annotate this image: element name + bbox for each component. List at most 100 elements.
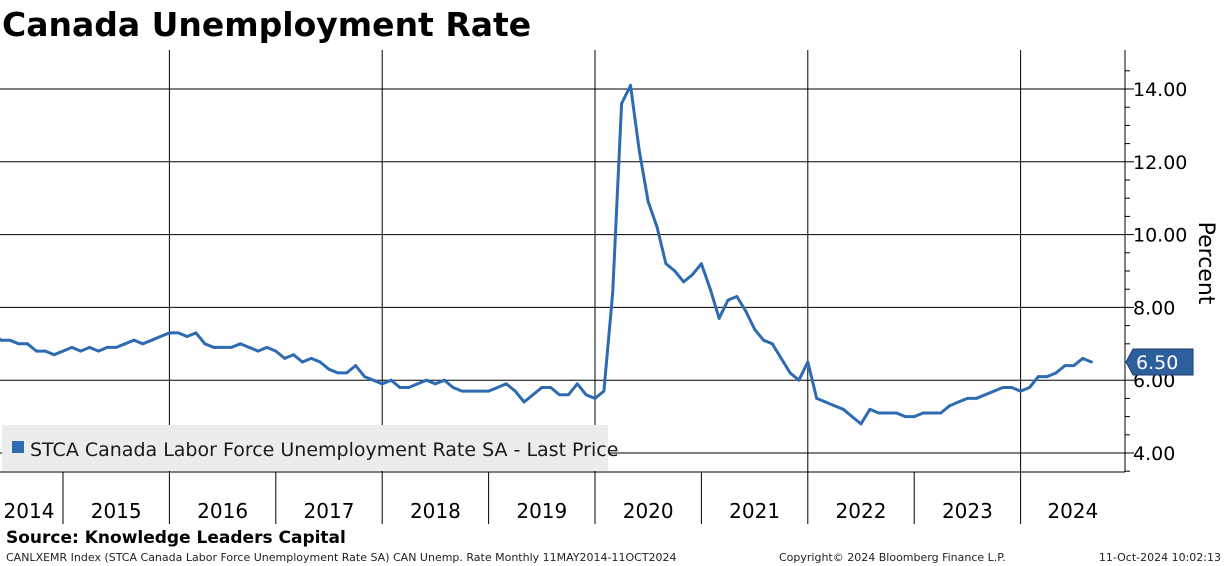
- data-point: [824, 400, 827, 404]
- data-point: [939, 411, 943, 415]
- data-point: [79, 349, 83, 353]
- data-point: [88, 346, 91, 349]
- footer-timestamp: 11-Oct-2024 10:02:13: [1099, 551, 1221, 564]
- data-point: [522, 400, 526, 404]
- data-point: [496, 386, 499, 389]
- y-tick-label: 14.00: [1133, 79, 1187, 101]
- data-point: [584, 393, 588, 397]
- data-point: [61, 349, 65, 353]
- data-point: [868, 407, 872, 411]
- data-point: [895, 411, 898, 415]
- data-point: [788, 371, 792, 375]
- footer-copyright: Copyright© 2024 Bloomberg Finance L.P.: [779, 551, 1006, 564]
- data-point: [1090, 360, 1093, 364]
- data-point: [487, 389, 490, 393]
- data-point: [176, 331, 180, 335]
- grid: [0, 50, 1125, 472]
- data-point: [833, 404, 836, 408]
- data-point: [903, 415, 907, 418]
- data-point: [726, 298, 730, 302]
- data-point: [637, 149, 641, 153]
- data-point: [43, 349, 47, 353]
- data-point: [815, 397, 819, 400]
- axes: 4.00 6.00 8.00 10.00 12.00 14.00 2014 2015 2016 2…: [0, 50, 1187, 524]
- footer-description: CANLXEMR Index (STCA Canada Labor Force …: [6, 551, 677, 564]
- data-point: [469, 389, 473, 393]
- x-tick-label: 2017: [304, 499, 355, 523]
- data-point: [549, 386, 553, 389]
- data-point: [886, 411, 889, 415]
- data-point: [274, 349, 278, 353]
- data-point: [354, 364, 357, 368]
- data-point: [877, 411, 881, 415]
- data-point: [646, 200, 650, 204]
- data-point: [194, 331, 198, 335]
- data-point: [8, 338, 12, 342]
- data-point: [318, 360, 322, 364]
- data-point: [185, 335, 189, 338]
- data-point: [442, 378, 446, 382]
- last-value-marker: 6.50: [1125, 348, 1194, 376]
- data-point: [416, 382, 420, 386]
- data-point: [974, 397, 978, 400]
- data-point: [859, 422, 863, 426]
- data-point: [1072, 364, 1076, 368]
- data-point: [797, 378, 801, 382]
- data-point: [1063, 364, 1067, 368]
- data-point: [930, 411, 934, 415]
- data-point: [363, 375, 366, 378]
- y-tick-label: 8.00: [1133, 297, 1175, 319]
- data-point: [256, 349, 260, 353]
- data-point: [664, 262, 668, 266]
- data-point: [1081, 356, 1085, 360]
- data-point: [35, 349, 38, 353]
- data-point: [123, 342, 127, 346]
- data-point: [1019, 389, 1022, 393]
- data-point: [682, 280, 686, 284]
- data-point: [389, 378, 393, 382]
- data-point: [434, 382, 437, 386]
- data-point: [575, 382, 579, 386]
- x-tick-label: 2020: [623, 499, 674, 523]
- data-point: [425, 378, 428, 382]
- data-point: [292, 353, 295, 357]
- data-point: [380, 382, 384, 386]
- data-point: [691, 273, 694, 277]
- data-point: [70, 346, 74, 349]
- data-point: [708, 287, 712, 291]
- data-point: [345, 371, 349, 375]
- data-point: [513, 389, 517, 393]
- y-tick-label: 6.00: [1133, 370, 1175, 392]
- data-point: [540, 386, 544, 389]
- legend-swatch: [12, 441, 24, 453]
- x-tick-label: 2023: [942, 499, 993, 523]
- data-point: [611, 291, 615, 295]
- data-point: [1054, 371, 1058, 375]
- data-point: [912, 415, 916, 418]
- data-point: [957, 400, 960, 404]
- data-point: [371, 378, 375, 382]
- data-point: [97, 349, 100, 353]
- data-point: [983, 393, 987, 397]
- data-point: [17, 342, 21, 346]
- data-point: [247, 346, 251, 349]
- data-point: [283, 356, 287, 360]
- y-tick-label: 10.00: [1133, 225, 1187, 247]
- data-point: [327, 367, 331, 371]
- x-tick-label: 2015: [91, 499, 142, 523]
- last-value-text: 6.50: [1136, 352, 1178, 374]
- data-point: [504, 382, 508, 386]
- data-point: [114, 346, 118, 349]
- data-point: [744, 309, 748, 313]
- data-point: [398, 386, 402, 389]
- data-point: [531, 393, 535, 397]
- data-point: [779, 356, 783, 360]
- data-point: [850, 415, 854, 418]
- data-point: [159, 335, 162, 338]
- x-tick-label: 2016: [197, 499, 248, 523]
- data-point: [1036, 375, 1040, 378]
- data-point: [26, 342, 29, 346]
- data-point: [203, 342, 207, 346]
- data-point: [567, 393, 570, 397]
